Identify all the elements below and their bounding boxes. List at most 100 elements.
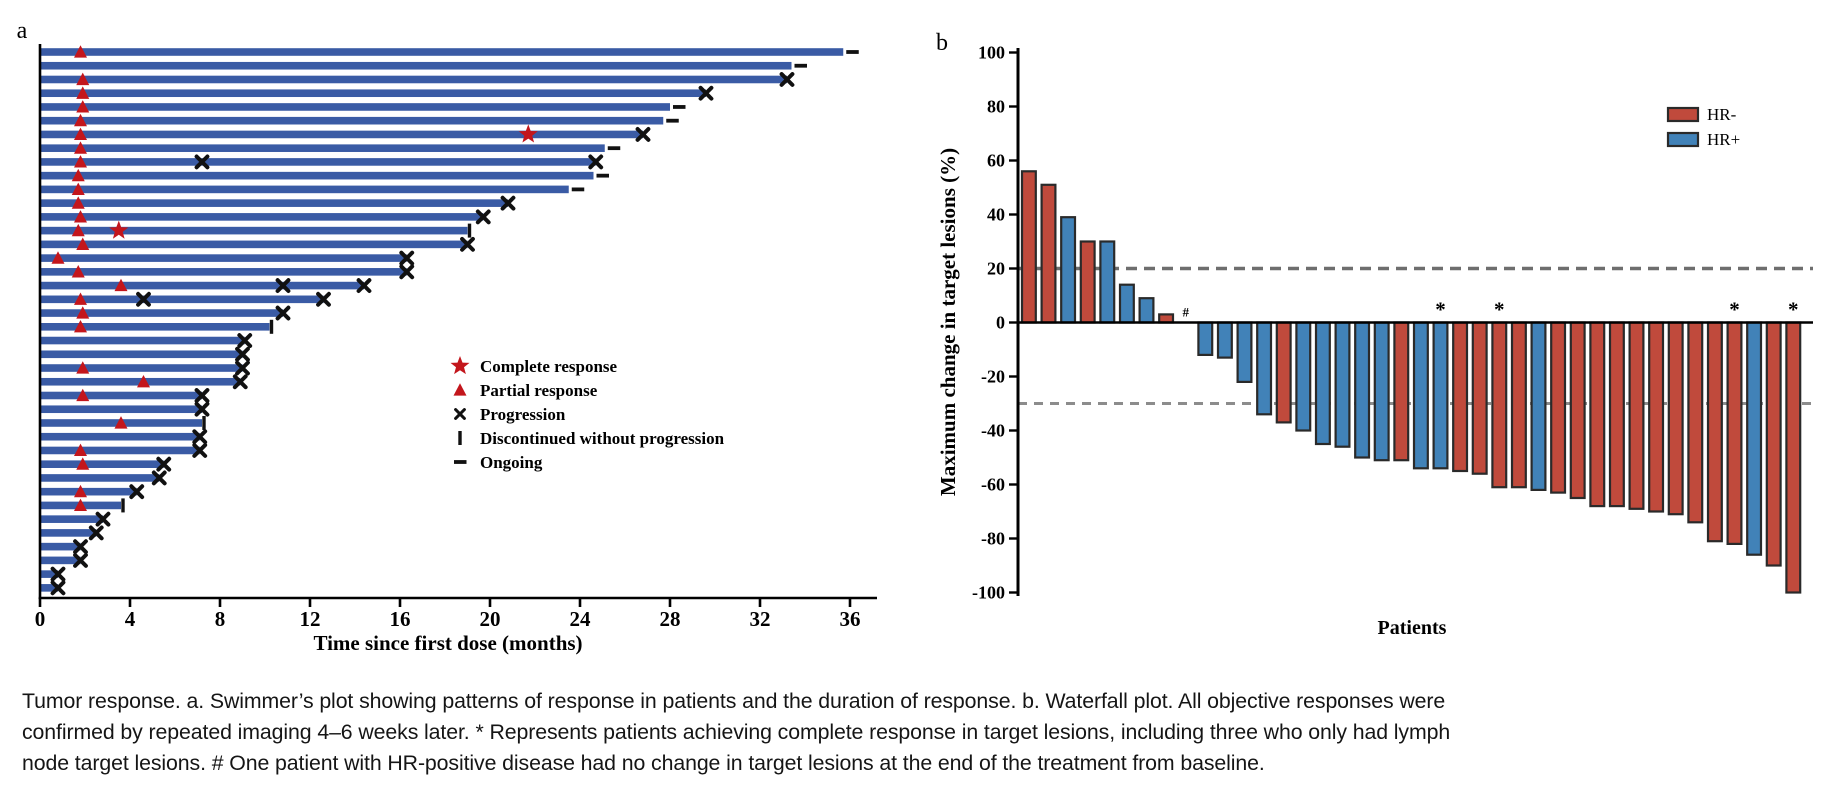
- swimmer-bar: [40, 584, 58, 592]
- waterfall-bar: [1530, 321, 1547, 491]
- swimmer-bar: [40, 432, 200, 441]
- partial-response-triangle-icon: [76, 457, 90, 470]
- progression-x-icon: [192, 443, 208, 458]
- y-tick-label: 0: [996, 313, 1005, 333]
- swimmer-bar: [40, 336, 245, 345]
- partial-response-triangle-icon: [74, 127, 87, 141]
- progression-x-icon: [50, 580, 66, 596]
- legend-label: HR-: [1707, 105, 1737, 124]
- progression-x-icon: [235, 360, 250, 376]
- waterfall-bar: [1373, 321, 1390, 462]
- caption-line-1: Tumor response. a. Swimmer’s plot showin…: [22, 689, 1446, 713]
- progression-x-icon: [136, 291, 151, 307]
- partial-response-triangle-icon: [453, 383, 467, 396]
- swimmer-bar: [40, 529, 97, 537]
- swimmer-legend-label: Complete response: [480, 357, 618, 376]
- progression-x-icon: [275, 278, 291, 293]
- swimmer-bar: [40, 323, 270, 331]
- caption-line-2: confirmed by repeated imaging 4–6 weeks …: [22, 720, 1451, 744]
- swimmer-bar: [40, 130, 643, 139]
- waterfall-bar: [1099, 240, 1116, 324]
- x-tick-label: 4: [125, 607, 136, 631]
- waterfall-bar: [1667, 321, 1684, 516]
- swimmer-legend-label: Partial response: [480, 381, 598, 400]
- discontinued-bar-icon: [458, 431, 462, 445]
- waterfall-bar: [1608, 321, 1625, 508]
- progression-x-icon: [460, 236, 475, 252]
- waterfall-bar: [1648, 321, 1665, 513]
- progression-x-icon: [194, 154, 210, 170]
- swimmer-bar: [40, 75, 787, 84]
- progression-x-icon: [129, 484, 145, 500]
- waterfall-y-axis-title: Maximum change in target lesions (%): [936, 148, 960, 496]
- y-tick-label: 40: [987, 205, 1005, 225]
- waterfall-bar: [1452, 321, 1469, 473]
- waterfall-bar: [1079, 240, 1096, 324]
- x-tick-label: 12: [300, 607, 321, 631]
- swimmer-bar: [40, 446, 200, 455]
- y-tick-label: 20: [987, 259, 1005, 279]
- swimmer-bar: [40, 199, 508, 207]
- swimmer-bar: [40, 171, 594, 180]
- waterfall-plot: b # * * * * 100 80 60 40 20 0 -20 -40 -60 -80 -100 Maximu…: [936, 30, 1813, 639]
- x-tick-label: 28: [660, 607, 681, 631]
- ongoing-dash-icon: [596, 173, 609, 178]
- x-tick-label: 20: [480, 607, 501, 631]
- legend-swatch-HR-: [1666, 106, 1700, 123]
- figure-canvas: a 0 4 8 12 16 20 24 28 32 36 Time since first dose …: [17, 18, 1813, 655]
- swimmer-bar: [40, 350, 243, 359]
- progression-x-icon: [588, 154, 604, 170]
- progression-x-icon: [232, 374, 248, 390]
- waterfall-bar: [1765, 321, 1782, 567]
- swimmer-bar: [40, 542, 81, 551]
- progression-x-icon: [500, 195, 516, 211]
- progression-x-icon: [235, 346, 250, 362]
- progression-x-icon: [88, 525, 104, 541]
- ongoing-dash-icon: [794, 63, 807, 68]
- y-tick-label: 100: [978, 43, 1005, 63]
- swimmer-bar: [40, 405, 202, 414]
- progression-x-icon: [73, 539, 88, 555]
- swimmer-bar: [40, 281, 364, 290]
- swimmer-bar: [40, 240, 468, 249]
- progression-x-icon: [356, 278, 372, 293]
- progression-x-icon: [151, 470, 167, 486]
- swimmer-bar: [40, 254, 407, 262]
- waterfall-bar: [1471, 321, 1488, 475]
- progression-x-icon: [73, 552, 88, 568]
- waterfall-bar: [1275, 321, 1292, 424]
- complete-response-star-icon: [109, 220, 129, 239]
- waterfall-x-axis-title: Patients: [1378, 617, 1447, 639]
- cr-asterisk: *: [1435, 298, 1446, 322]
- swimmer-legend-label: Progression: [480, 405, 566, 424]
- partial-response-triangle-icon: [74, 320, 87, 333]
- partial-response-triangle-icon: [76, 72, 90, 86]
- swimmer-bar: [40, 185, 569, 194]
- waterfall-bar: [1256, 321, 1273, 416]
- legend-swatch-HR+: [1666, 131, 1700, 148]
- waterfall-bar: [1314, 321, 1331, 446]
- legend-label: HR+: [1707, 130, 1740, 149]
- cr-asterisk: *: [1494, 298, 1505, 322]
- waterfall-bar: [1746, 321, 1763, 556]
- waterfall-bar: [1197, 321, 1214, 357]
- waterfall-bar: [1118, 283, 1135, 324]
- waterfall-bar: [1628, 321, 1645, 510]
- partial-response-triangle-icon: [74, 484, 87, 498]
- panel-a-label: a: [17, 18, 28, 44]
- waterfall-bar: [1550, 321, 1567, 494]
- y-tick-label: -100: [972, 583, 1005, 603]
- complete-response-star-icon: [450, 356, 470, 375]
- partial-response-triangle-icon: [74, 141, 87, 154]
- partial-response-triangle-icon: [71, 223, 85, 237]
- progression-x-icon: [399, 250, 415, 266]
- waterfall-bar: [1040, 183, 1057, 324]
- partial-response-triangle-icon: [114, 416, 128, 429]
- swimmer-bar: [40, 213, 484, 221]
- waterfall-bar: [1236, 321, 1253, 384]
- waterfall-bar: [1432, 321, 1449, 470]
- progression-x-icon: [635, 127, 651, 142]
- progression-x-icon: [454, 408, 466, 420]
- progression-x-icon: [237, 333, 253, 348]
